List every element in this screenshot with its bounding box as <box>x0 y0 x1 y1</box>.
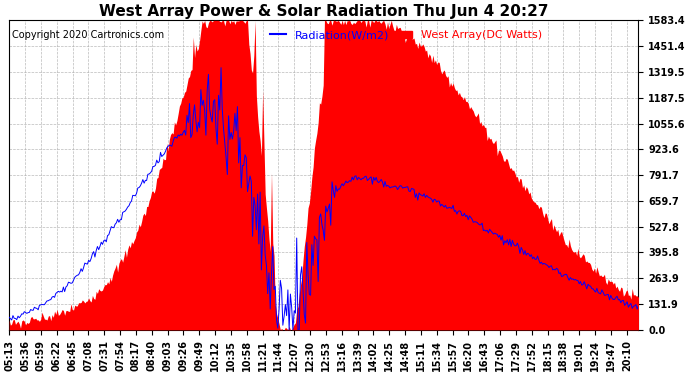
Legend: Radiation(W/m2), West Array(DC Watts): Radiation(W/m2), West Array(DC Watts) <box>265 26 546 45</box>
Title: West Array Power & Solar Radiation Thu Jun 4 20:27: West Array Power & Solar Radiation Thu J… <box>99 4 549 19</box>
Text: Copyright 2020 Cartronics.com: Copyright 2020 Cartronics.com <box>12 30 164 40</box>
